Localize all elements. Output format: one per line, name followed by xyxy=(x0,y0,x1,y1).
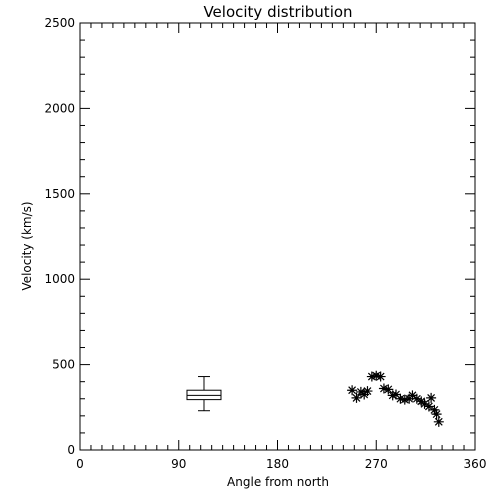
x-tick-label: 180 xyxy=(266,457,289,471)
x-tick-label: 90 xyxy=(171,457,186,471)
axis-ticks xyxy=(79,22,476,451)
y-axis-label: Velocity (km/s) xyxy=(20,201,34,290)
data-point xyxy=(387,390,398,401)
data-point xyxy=(383,384,394,395)
y-tick-label: 0 xyxy=(67,443,75,457)
data-point xyxy=(378,383,389,394)
tick-labels: 0 90 180 270 360 0 500 1000 1500 2000 2500 xyxy=(44,16,486,471)
y-tick-label: 1500 xyxy=(44,187,75,201)
x-tick-label: 360 xyxy=(464,457,487,471)
y-tick-label: 2500 xyxy=(44,16,75,30)
data-point xyxy=(391,389,401,400)
chart-title: Velocity distribution xyxy=(203,3,352,21)
data-point xyxy=(371,370,382,381)
y-tick-label: 1000 xyxy=(44,272,75,286)
y-tick-label: 500 xyxy=(52,358,75,372)
y-tick-label: 2000 xyxy=(44,101,75,115)
data-point xyxy=(423,401,434,412)
data-point xyxy=(411,393,422,404)
data-point xyxy=(395,393,406,404)
data-point xyxy=(431,409,442,420)
data-point xyxy=(419,398,430,409)
plot-frame xyxy=(79,22,476,451)
x-axis-label: Angle from north xyxy=(227,475,329,489)
x-tick-label: 270 xyxy=(365,457,388,471)
data-point xyxy=(366,371,377,382)
data-point xyxy=(362,386,373,397)
data-point xyxy=(351,392,362,403)
x-tick-label: 0 xyxy=(76,457,84,471)
data-point xyxy=(429,404,440,415)
data-point xyxy=(399,394,410,405)
data-point xyxy=(433,416,444,427)
data-point xyxy=(375,371,386,382)
data-points xyxy=(347,370,444,427)
data-point xyxy=(426,392,437,403)
data-point xyxy=(407,390,418,401)
boxplot xyxy=(186,376,222,412)
data-point xyxy=(347,385,358,396)
